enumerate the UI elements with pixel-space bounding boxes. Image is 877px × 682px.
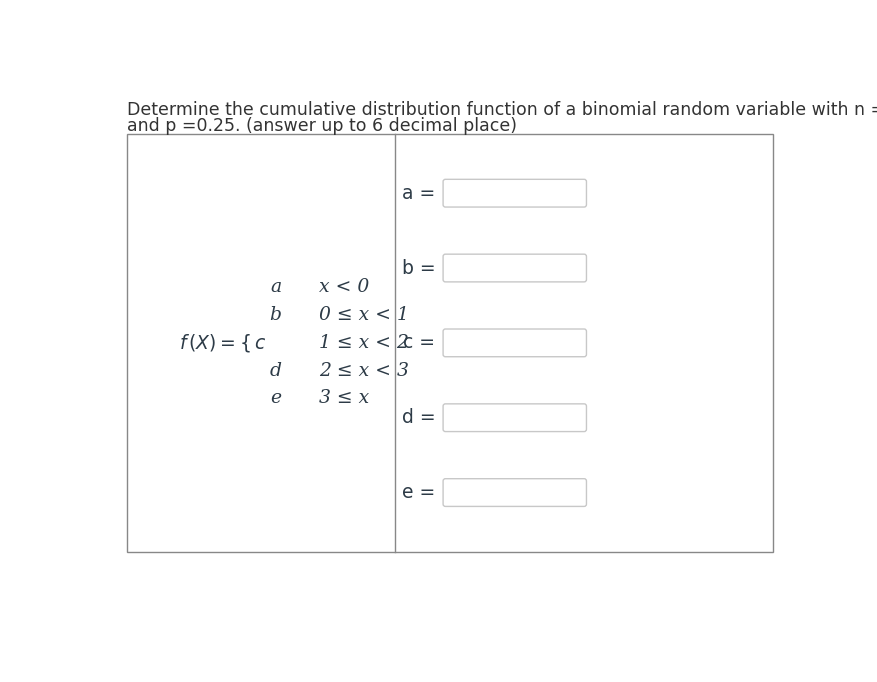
- FancyBboxPatch shape: [443, 479, 586, 507]
- Text: $f\,(X) = \{\,c$: $f\,(X) = \{\,c$: [179, 332, 267, 354]
- FancyBboxPatch shape: [443, 254, 586, 282]
- Text: 1 ≤ x < 2: 1 ≤ x < 2: [318, 334, 409, 352]
- Text: 3 ≤ x: 3 ≤ x: [318, 389, 369, 407]
- Text: 0 ≤ x < 1: 0 ≤ x < 1: [318, 306, 409, 324]
- Text: a =: a =: [402, 183, 435, 203]
- Text: Determine the cumulative distribution function of a binomial random variable wit: Determine the cumulative distribution fu…: [126, 101, 877, 119]
- Text: c =: c =: [403, 333, 435, 353]
- Text: d: d: [269, 361, 282, 380]
- Text: b: b: [269, 306, 282, 324]
- Text: a: a: [270, 278, 281, 297]
- Bar: [126, 134, 773, 552]
- Text: x < 0: x < 0: [318, 278, 369, 297]
- Text: and p =0.25. (answer up to 6 decimal place): and p =0.25. (answer up to 6 decimal pla…: [126, 117, 517, 135]
- FancyBboxPatch shape: [443, 404, 586, 432]
- FancyBboxPatch shape: [443, 329, 586, 357]
- FancyBboxPatch shape: [443, 179, 586, 207]
- Text: b =: b =: [402, 258, 435, 278]
- Text: d =: d =: [402, 409, 435, 427]
- Text: e =: e =: [402, 483, 435, 502]
- Text: 2 ≤ x < 3: 2 ≤ x < 3: [318, 361, 409, 380]
- Text: e: e: [270, 389, 281, 407]
